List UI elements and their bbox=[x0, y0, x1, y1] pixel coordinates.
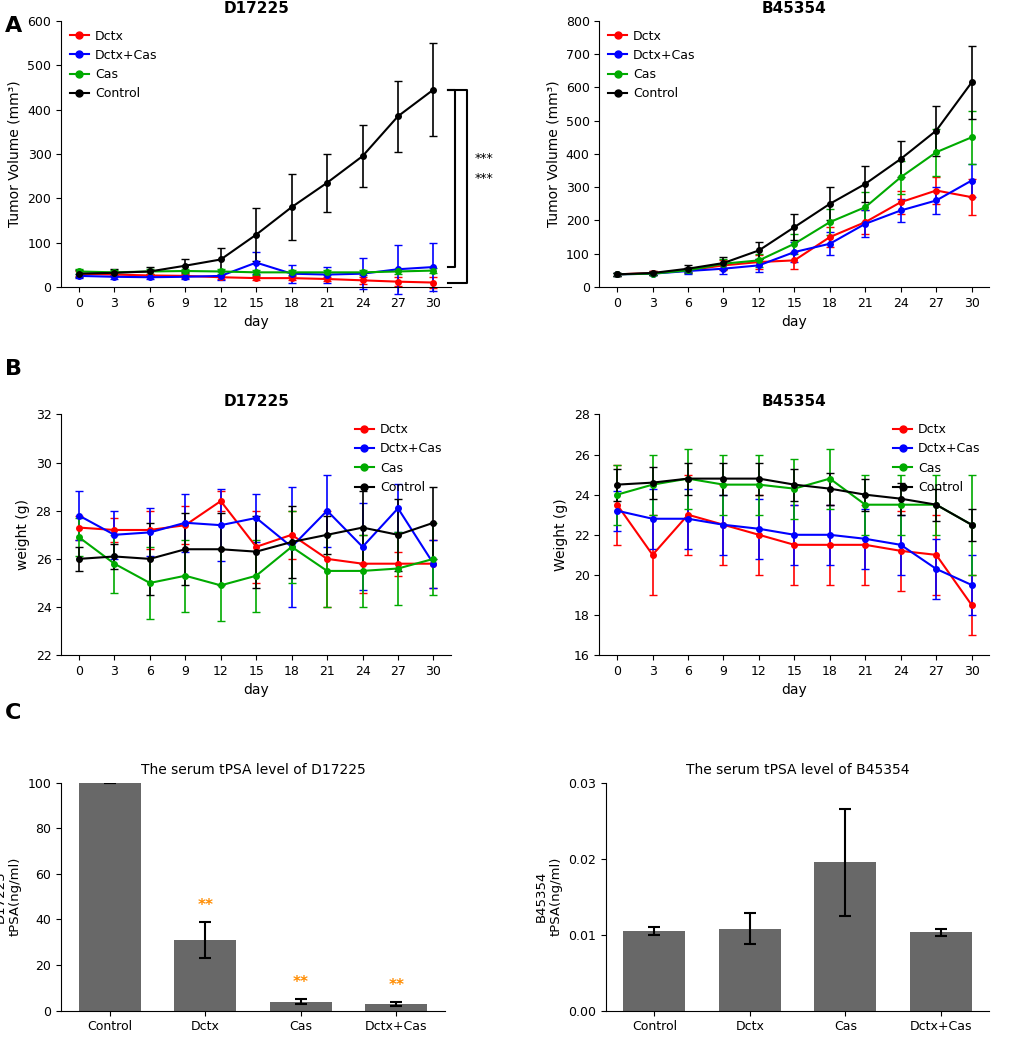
X-axis label: day: day bbox=[781, 684, 806, 697]
Text: A: A bbox=[5, 16, 22, 35]
Text: B: B bbox=[5, 359, 22, 379]
Text: **: ** bbox=[388, 978, 404, 993]
Legend: Dctx, Dctx+Cas, Cas, Control: Dctx, Dctx+Cas, Cas, Control bbox=[890, 421, 982, 496]
Title: D17225: D17225 bbox=[223, 0, 288, 16]
Y-axis label: B45354
tPSA(ng/ml): B45354 tPSA(ng/ml) bbox=[534, 857, 562, 937]
Bar bbox=[78, 783, 141, 1011]
X-axis label: day: day bbox=[244, 684, 269, 697]
Title: D17225: D17225 bbox=[223, 394, 288, 410]
Y-axis label: Tumor Volume (mm³): Tumor Volume (mm³) bbox=[8, 80, 21, 227]
X-axis label: day: day bbox=[244, 316, 269, 329]
Bar bbox=[909, 933, 971, 1011]
Legend: Dctx, Dctx+Cas, Cas, Control: Dctx, Dctx+Cas, Cas, Control bbox=[605, 27, 697, 103]
Bar bbox=[623, 931, 685, 1011]
Title: B45354: B45354 bbox=[761, 394, 826, 410]
Legend: Dctx, Dctx+Cas, Cas, Control: Dctx, Dctx+Cas, Cas, Control bbox=[67, 27, 160, 103]
Y-axis label: D17225
tPSA(ng/ml): D17225 tPSA(ng/ml) bbox=[0, 857, 22, 937]
Bar bbox=[269, 1001, 331, 1011]
Y-axis label: Weight (g): Weight (g) bbox=[553, 498, 568, 571]
Title: The serum tPSA level of D17225: The serum tPSA level of D17225 bbox=[141, 764, 365, 777]
Y-axis label: Tumor Volume (mm³): Tumor Volume (mm³) bbox=[545, 80, 559, 227]
X-axis label: day: day bbox=[781, 316, 806, 329]
Text: ***: *** bbox=[475, 172, 493, 184]
Y-axis label: weight (g): weight (g) bbox=[16, 499, 30, 570]
Bar bbox=[174, 940, 236, 1011]
Text: ***: *** bbox=[475, 152, 493, 165]
Legend: Dctx, Dctx+Cas, Cas, Control: Dctx, Dctx+Cas, Cas, Control bbox=[353, 421, 444, 496]
Title: The serum tPSA level of B45354: The serum tPSA level of B45354 bbox=[685, 764, 909, 777]
Bar bbox=[813, 863, 875, 1011]
Title: B45354: B45354 bbox=[761, 0, 826, 16]
Bar bbox=[365, 1003, 427, 1011]
Text: **: ** bbox=[197, 897, 213, 913]
Text: C: C bbox=[5, 703, 21, 723]
Text: **: ** bbox=[292, 975, 309, 990]
Bar bbox=[718, 928, 781, 1011]
